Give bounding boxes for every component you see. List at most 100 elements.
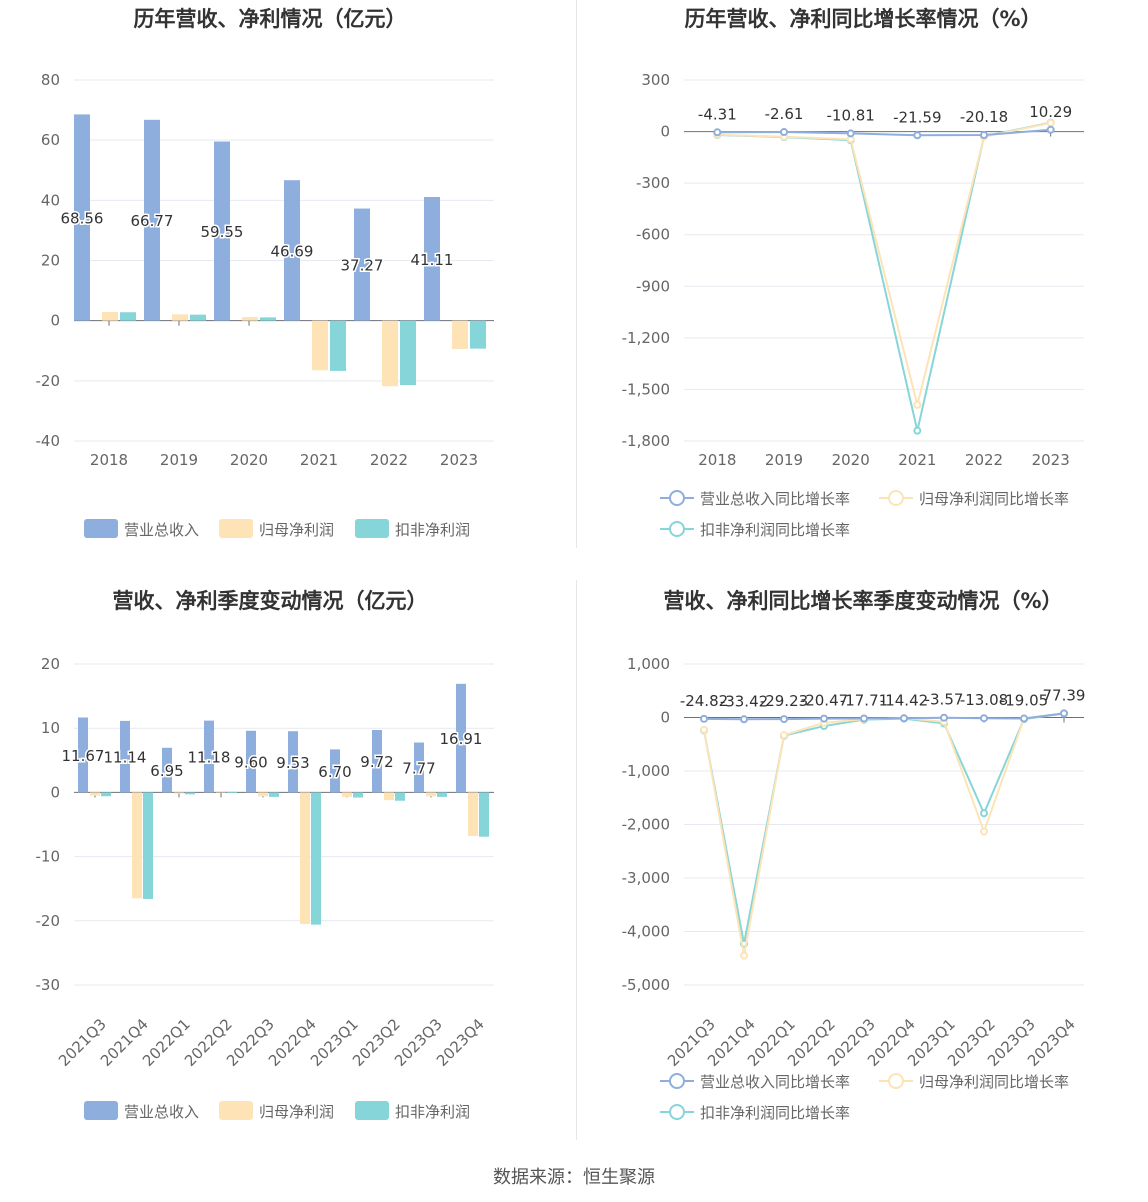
- data-point: [913, 131, 922, 140]
- data-label: 66.77: [131, 212, 174, 230]
- y-tick-label: -20: [36, 912, 61, 930]
- data-point: [1020, 714, 1028, 723]
- bar-parent-profit: [426, 792, 436, 797]
- bar-deducted-profit: [260, 317, 276, 321]
- legend-label: 扣非净利润同比增长率: [700, 521, 850, 539]
- data-point: [780, 715, 788, 724]
- legend-label: 归母净利润: [259, 521, 334, 539]
- data-label: -17.71: [840, 691, 888, 709]
- bar-parent-profit: [468, 792, 478, 837]
- y-tick-label: -5,000: [622, 976, 670, 994]
- bar-parent-profit: [452, 320, 468, 349]
- legend-swatch: [355, 519, 389, 538]
- y-tick-label: 0: [50, 783, 60, 801]
- bar-parent-profit: [342, 792, 352, 797]
- chart-title: 历年营收、净利情况（亿元）: [134, 7, 407, 31]
- data-point: [980, 827, 988, 836]
- y-tick-label: -1,200: [622, 329, 670, 347]
- y-tick-label: 20: [41, 252, 60, 270]
- data-source-footer: 数据来源：恒生聚源: [493, 1167, 655, 1188]
- x-tick-label: 2023: [1032, 451, 1070, 469]
- bar-parent-profit: [90, 792, 100, 796]
- vertical-divider-bottom: [576, 580, 577, 1140]
- y-tick-label: -300: [636, 174, 670, 192]
- data-label: -20.18: [960, 108, 1008, 126]
- legend-marker: [669, 490, 685, 506]
- bar-deducted-profit: [143, 792, 153, 899]
- data-point: [980, 714, 988, 723]
- bar-parent-profit: [132, 792, 142, 899]
- data-label: 10.29: [1029, 103, 1072, 121]
- series-line: [717, 121, 1051, 431]
- bar-deducted-profit: [479, 792, 489, 837]
- data-point: [740, 951, 748, 960]
- bar-deducted-profit: [101, 792, 111, 797]
- legend-label: 扣非净利润同比增长率: [700, 1104, 850, 1122]
- data-label: 6.95: [150, 762, 183, 780]
- y-tick-label: 1,000: [627, 655, 670, 673]
- bar-parent-profit: [102, 311, 118, 321]
- bar-parent-profit: [382, 320, 398, 387]
- x-tick-label: 2023: [440, 451, 478, 469]
- bar-deducted-profit: [330, 320, 346, 371]
- y-tick-label: -4,000: [622, 923, 670, 941]
- data-point: [1046, 118, 1055, 127]
- legend-label: 归母净利润同比增长率: [919, 1073, 1069, 1091]
- bar-revenue: [284, 180, 300, 321]
- bar-deducted-profit: [437, 792, 447, 797]
- bar-deducted-profit: [353, 792, 363, 798]
- data-label: 9.53: [276, 754, 309, 772]
- data-point: [980, 131, 988, 140]
- data-label: 7.77: [402, 759, 435, 777]
- y-tick-label: -30: [36, 976, 61, 994]
- quarterly-values-chart: 营收、净利季度变动情况（亿元）20100-10-20-302021Q32021Q…: [36, 589, 494, 1121]
- data-label: 68.56: [61, 210, 104, 228]
- data-point: [940, 713, 948, 722]
- data-point: [780, 128, 788, 137]
- data-point: [700, 725, 708, 734]
- bar-parent-profit: [312, 320, 328, 371]
- data-label: -3.57: [925, 691, 964, 709]
- legend-label: 归母净利润: [259, 1103, 334, 1121]
- data-label: 11.14: [104, 749, 147, 767]
- y-tick-label: -3,000: [622, 869, 670, 887]
- data-label: 46.69: [271, 242, 314, 260]
- data-point: [713, 128, 722, 137]
- annual-values-chart: 历年营收、净利情况（亿元） 80 60 40 20 0 -20 -40 2018 2019 2020…: [36, 7, 494, 539]
- chart-title: 营收、净利同比增长率季度变动情况（%）: [663, 589, 1062, 613]
- legend-swatch: [219, 519, 253, 538]
- bar-revenue: [414, 742, 424, 793]
- bar-revenue: [330, 749, 340, 793]
- bar-revenue: [246, 730, 256, 793]
- x-tick-label: 2018: [90, 451, 128, 469]
- legend-swatch: [219, 1101, 253, 1120]
- bar-deducted-profit: [185, 792, 195, 795]
- y-tick-label: -600: [636, 226, 670, 244]
- data-label: -24.82: [680, 692, 728, 710]
- data-label: -20.47: [800, 692, 848, 710]
- annual-growth-chart: 历年营收、净利同比增长率情况（%） 300 0 -300 -600 -900 -1,200 -…: [622, 7, 1084, 539]
- series-line: [703, 712, 1065, 944]
- y-tick-label: 60: [41, 131, 60, 149]
- bar-revenue: [204, 720, 214, 793]
- x-tick-label: 2020: [832, 451, 870, 469]
- quarterly-growth-chart: 营收、净利同比增长率季度变动情况（%） 1,000 0 -1,000 -2,000 -3,…: [622, 589, 1086, 1122]
- data-label: 41.11: [411, 251, 454, 269]
- legend-swatch: [355, 1101, 389, 1120]
- legend-label: 营业总收入同比增长率: [700, 490, 850, 508]
- data-label: 11.67: [62, 747, 105, 765]
- data-point: [1060, 709, 1068, 718]
- series-line: [717, 128, 1051, 137]
- data-label: 77.39: [1043, 686, 1086, 704]
- data-label: -10.81: [826, 106, 874, 124]
- bar-parent-profit: [216, 791, 226, 793]
- y-tick-label: 300: [641, 71, 670, 89]
- bar-parent-profit: [384, 792, 394, 801]
- data-label: -33.42: [720, 692, 768, 710]
- data-point: [860, 714, 868, 723]
- data-label: 37.27: [341, 257, 384, 275]
- bar-parent-profit: [172, 314, 188, 321]
- bar-revenue: [288, 731, 298, 793]
- legend-marker: [669, 1104, 685, 1120]
- chart-title: 营收、净利季度变动情况（亿元）: [113, 589, 428, 613]
